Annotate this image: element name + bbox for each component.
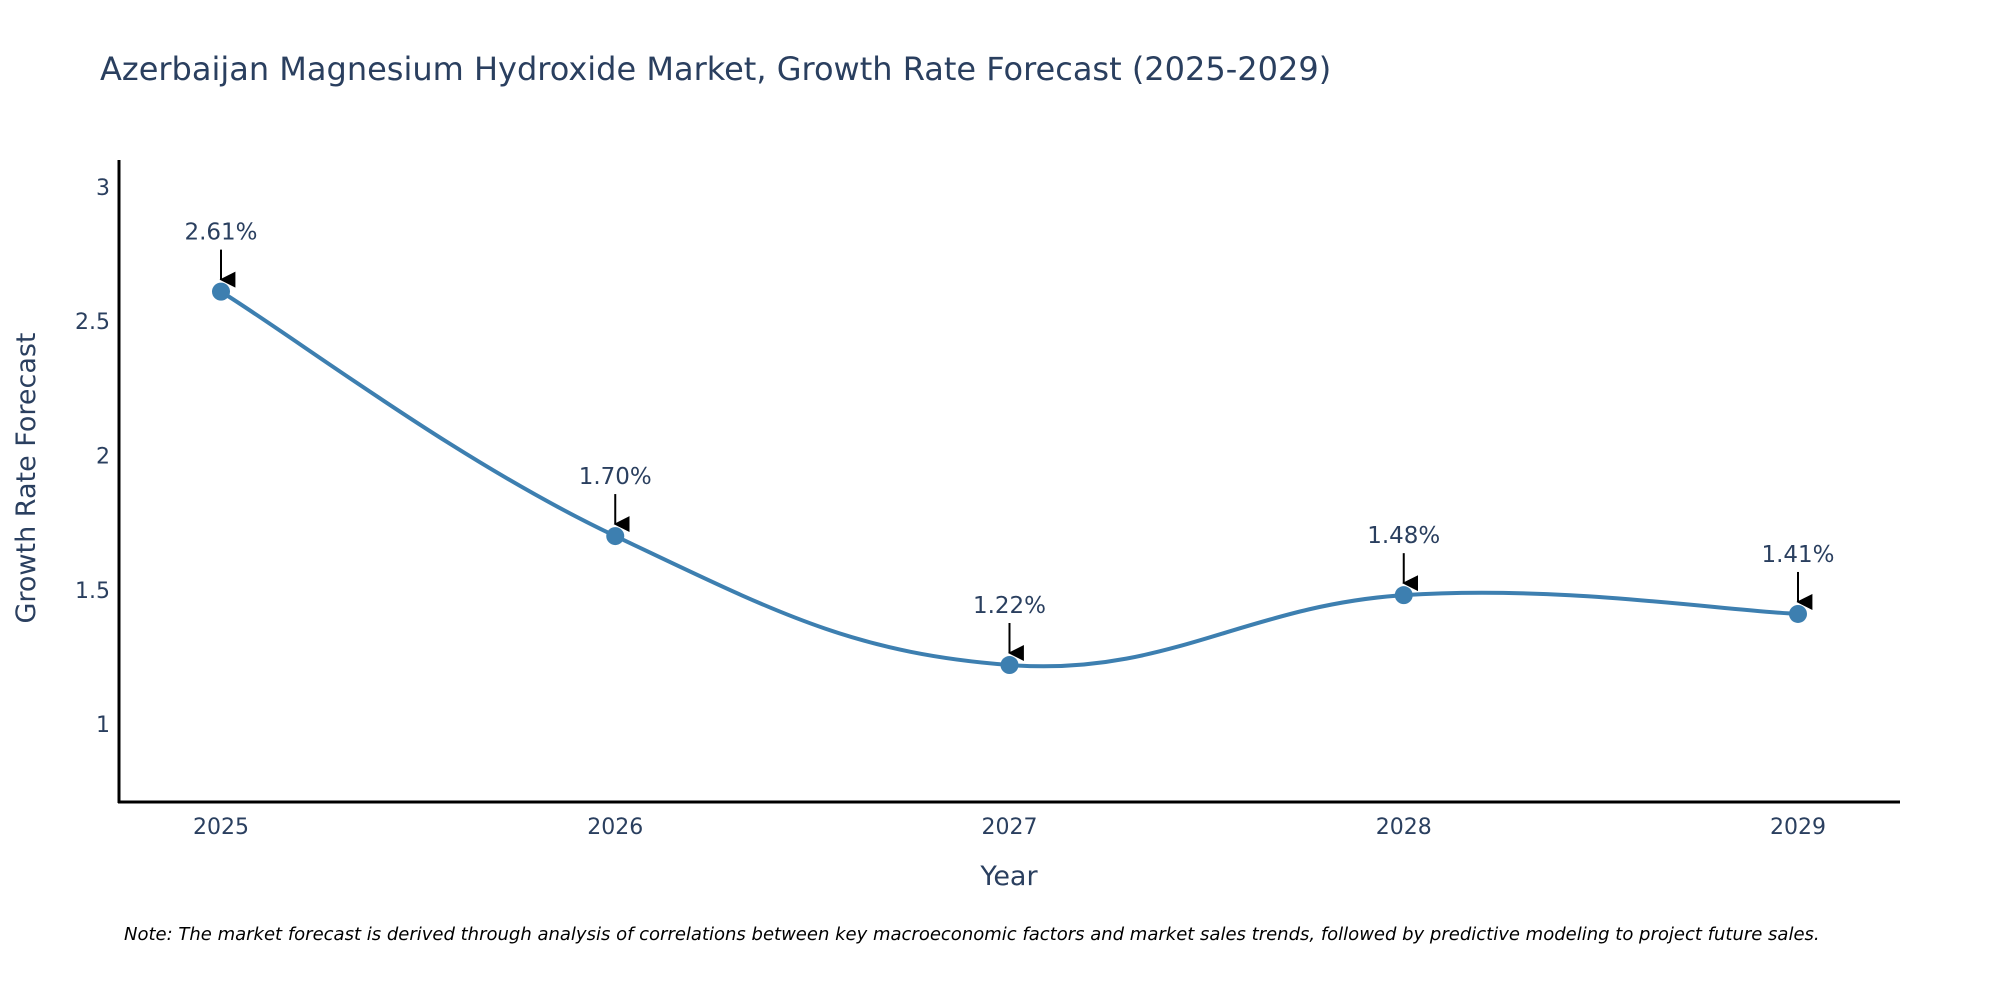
x-tick-label: 2027 <box>982 815 1038 840</box>
footnote: Note: The market forecast is derived thr… <box>124 924 1820 945</box>
y-tick-label: 2.5 <box>75 310 110 335</box>
data-label: 1.22% <box>973 593 1046 619</box>
data-point-marker <box>1394 586 1413 605</box>
data-label-annotations: 2.61% 1.70% 1.22% 1.48% 1.41% <box>184 220 1835 662</box>
x-tick-label: 2029 <box>1770 815 1826 840</box>
data-label: 2.61% <box>184 220 257 246</box>
y-tick-label: 2 <box>96 444 110 469</box>
x-tick-label: 2025 <box>193 815 249 840</box>
data-point-marker <box>606 527 625 546</box>
data-point-marker <box>1000 656 1019 675</box>
x-axis-ticks: 2025 2026 2027 2028 2029 <box>193 815 1826 840</box>
x-axis-title: Year <box>979 861 1038 892</box>
data-point-marker <box>212 282 230 301</box>
y-tick-label: 1 <box>96 713 110 738</box>
y-tick-label: 3 <box>96 176 110 201</box>
data-label: 1.70% <box>579 464 652 490</box>
y-axis-title: Growth Rate Forecast <box>11 332 42 623</box>
data-label: 1.41% <box>1761 542 1834 568</box>
chart-title: Azerbaijan Magnesium Hydroxide Market, G… <box>100 50 1331 88</box>
data-label: 1.48% <box>1367 523 1440 549</box>
x-tick-label: 2026 <box>587 815 643 840</box>
data-point-marker <box>1789 604 1807 623</box>
y-tick-label: 1.5 <box>75 579 110 604</box>
y-axis-ticks: 1 1.5 2 2.5 3 <box>75 176 110 738</box>
x-tick-label: 2028 <box>1376 815 1432 840</box>
